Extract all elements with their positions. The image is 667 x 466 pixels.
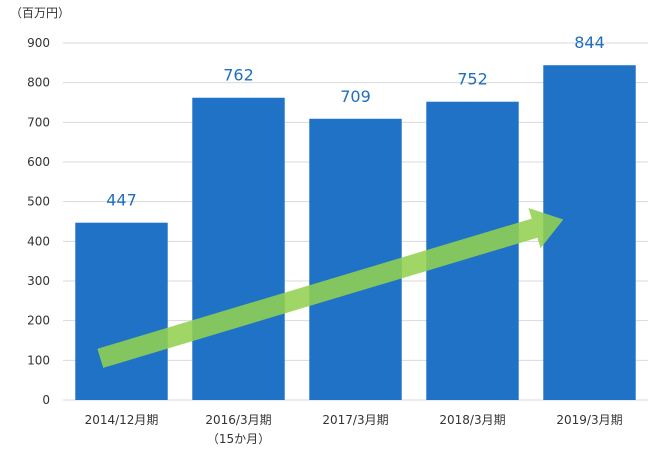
x-tick-label: 2019/3月期 — [556, 413, 622, 427]
y-tick-label: 200 — [27, 314, 50, 328]
bar — [192, 97, 285, 401]
y-tick-label: 900 — [27, 36, 50, 50]
data-label: 447 — [106, 191, 137, 210]
data-labels: 447 762 709 752 844 — [106, 33, 605, 209]
y-tick-label: 300 — [27, 274, 50, 288]
trend-arrow — [97, 208, 564, 368]
bar — [75, 222, 168, 400]
x-axis-ticks: 2014/12月期 2016/3月期 （15か月） 2017/3月期 2018/3月期 2… — [85, 413, 623, 446]
bar — [309, 118, 402, 400]
y-tick-label: 600 — [27, 155, 50, 169]
trend-arrow-layer — [97, 208, 564, 368]
data-label: 844 — [574, 33, 605, 52]
x-tick-label: 2018/3月期 — [439, 413, 505, 427]
bars — [75, 65, 636, 401]
x-tick-label: 2017/3月期 — [322, 413, 388, 427]
data-label: 752 — [457, 70, 488, 89]
y-tick-label: 800 — [27, 76, 50, 90]
x-tick-label: 2014/12月期 — [85, 413, 159, 427]
data-label: 762 — [223, 66, 254, 85]
data-label: 709 — [340, 87, 371, 106]
y-unit-label: （百万円） — [10, 6, 70, 20]
y-tick-label: 0 — [42, 393, 50, 407]
x-tick-note: （15か月） — [207, 432, 270, 446]
y-axis-ticks: 0 100 200 300 400 500 600 700 800 900 — [27, 36, 50, 407]
y-tick-label: 500 — [27, 195, 50, 209]
y-tick-label: 100 — [27, 353, 50, 367]
y-tick-label: 700 — [27, 115, 50, 129]
y-tick-label: 400 — [27, 234, 50, 248]
x-tick-label: 2016/3月期 — [205, 413, 271, 427]
bar — [543, 65, 636, 401]
